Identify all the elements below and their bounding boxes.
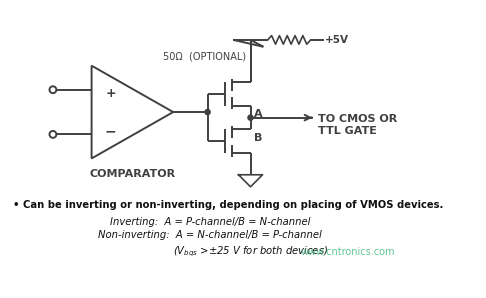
Text: A: A xyxy=(254,109,262,119)
Text: B: B xyxy=(254,133,262,143)
Circle shape xyxy=(248,115,253,120)
Circle shape xyxy=(205,109,210,115)
Text: www.cntronics.com: www.cntronics.com xyxy=(300,247,395,257)
Text: +: + xyxy=(105,87,116,100)
Text: ($V_{bqs}$ >±25 V for both devices): ($V_{bqs}$ >±25 V for both devices) xyxy=(173,244,329,259)
Text: 50Ω  (OPTIONAL): 50Ω (OPTIONAL) xyxy=(163,51,246,61)
Text: COMPARATOR: COMPARATOR xyxy=(89,169,175,179)
Text: Non-inverting:  A = N-channel/B = P-channel: Non-inverting: A = N-channel/B = P-chann… xyxy=(98,230,322,240)
Text: TO CMOS OR
TTL GATE: TO CMOS OR TTL GATE xyxy=(317,114,397,136)
Text: +5V: +5V xyxy=(325,35,349,45)
Text: Inverting:  A = P-channel/B = N-channel: Inverting: A = P-channel/B = N-channel xyxy=(110,217,311,227)
Text: −: − xyxy=(104,124,116,138)
Text: • Can be inverting or non-inverting, depending on placing of VMOS devices.: • Can be inverting or non-inverting, dep… xyxy=(14,200,444,210)
